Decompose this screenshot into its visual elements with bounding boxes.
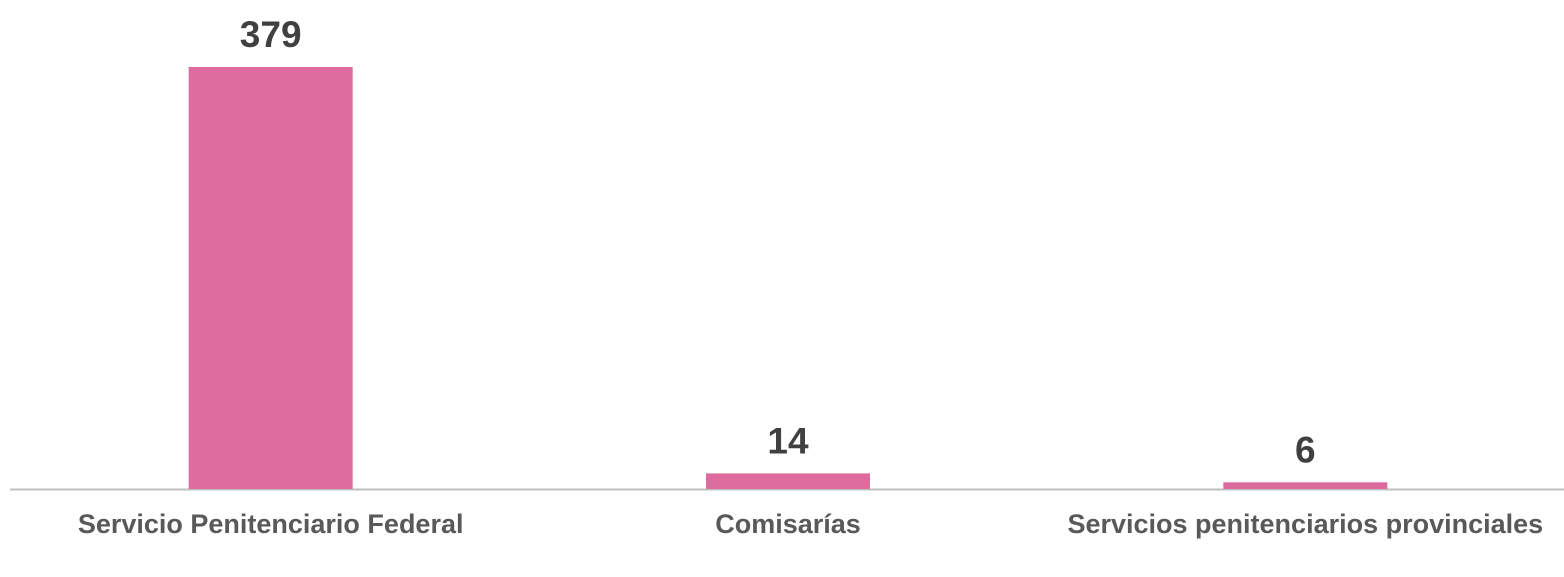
value-label: 6: [1295, 429, 1316, 470]
bar: [188, 67, 353, 489]
x-tick-label: Comisarías: [715, 509, 861, 539]
bar: [1223, 482, 1388, 489]
value-label: 14: [767, 420, 809, 461]
bar: [706, 473, 870, 489]
value-label: 379: [240, 14, 302, 55]
x-tick-label: Servicios penitenciarios provinciales: [1067, 509, 1544, 539]
x-tick-label: Servicio Penitenciario Federal: [77, 509, 464, 539]
